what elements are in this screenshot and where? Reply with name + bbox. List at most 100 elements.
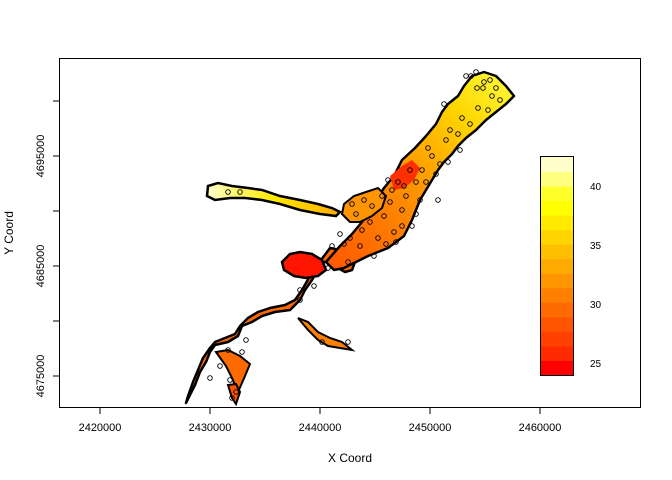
sample-point xyxy=(297,297,303,303)
small-bay xyxy=(214,348,252,395)
sample-point xyxy=(413,211,419,217)
x-tick-label-4: 2460000 xyxy=(519,422,562,434)
legend-swatch xyxy=(541,229,573,245)
sample-point xyxy=(423,179,429,185)
sample-point xyxy=(229,395,235,401)
west-embayment xyxy=(280,250,328,280)
legend-swatch xyxy=(541,360,573,376)
x-axis: 2420000 2430000 2440000 2450000 2460000 … xyxy=(79,407,562,465)
y-tick-label-0: 4695000 xyxy=(35,135,47,178)
sample-point xyxy=(443,137,449,143)
sample-point xyxy=(217,363,223,369)
legend-frame xyxy=(540,156,574,376)
sample-point xyxy=(441,101,447,107)
legend-swatch xyxy=(541,171,573,187)
sample-point xyxy=(407,167,413,173)
sample-point xyxy=(399,207,405,213)
sample-point xyxy=(467,121,473,127)
sample-point xyxy=(383,241,389,247)
sample-point xyxy=(349,201,355,207)
y-tick-label-2: 4675000 xyxy=(35,355,47,398)
sample-point xyxy=(325,265,331,271)
legend-swatch xyxy=(541,186,573,202)
sample-point xyxy=(367,219,373,225)
legend-label-30: 30 xyxy=(590,300,602,311)
sample-point xyxy=(425,145,431,151)
sample-point xyxy=(401,183,407,189)
sample-point xyxy=(393,239,399,245)
sample-points xyxy=(207,69,503,401)
sample-point xyxy=(403,193,409,199)
legend-swatch xyxy=(541,157,573,173)
legend-swatch xyxy=(541,331,573,347)
sample-point xyxy=(311,283,317,289)
y-axis: 4695000 4685000 4675000 Y Coord xyxy=(2,100,60,398)
legend-label-40: 40 xyxy=(590,182,602,193)
northwest-arm xyxy=(205,181,343,218)
x-tick-label-3: 2450000 xyxy=(409,422,452,434)
central-bay xyxy=(340,186,388,223)
legend-swatch xyxy=(541,316,573,332)
sample-point xyxy=(385,177,391,183)
sample-point xyxy=(475,105,481,111)
sample-point xyxy=(413,179,419,185)
legend-swatch xyxy=(541,287,573,303)
sample-point xyxy=(233,389,239,395)
south-tip xyxy=(226,382,242,407)
color-legend: 25 30 35 40 xyxy=(540,156,602,376)
sample-point xyxy=(345,339,351,345)
legend-swatch xyxy=(541,244,573,260)
sample-point xyxy=(409,223,415,229)
sample-point xyxy=(399,223,405,229)
legend-label-35: 35 xyxy=(590,241,602,252)
legend-swatch xyxy=(541,345,573,361)
sample-point xyxy=(455,131,461,137)
sample-point xyxy=(225,189,231,195)
sample-point xyxy=(243,337,249,343)
sample-point xyxy=(493,85,499,91)
sample-point xyxy=(468,73,474,79)
sample-point xyxy=(395,179,401,185)
sample-point xyxy=(480,85,486,91)
sample-point xyxy=(381,213,387,219)
side-inlet xyxy=(297,317,356,352)
sample-point xyxy=(391,229,397,235)
sample-point xyxy=(419,167,425,173)
sample-point xyxy=(361,197,367,203)
sample-point xyxy=(481,79,487,85)
legend-swatch xyxy=(541,273,573,289)
sample-point xyxy=(353,211,359,217)
sample-point xyxy=(447,127,453,133)
sample-point xyxy=(379,193,385,199)
sample-point xyxy=(463,73,469,79)
sample-point xyxy=(497,97,503,103)
sample-point xyxy=(337,231,343,237)
legend-swatch xyxy=(541,258,573,274)
x-tick-label-1: 2430000 xyxy=(189,422,232,434)
sample-point xyxy=(437,161,443,167)
x-tick-label-0: 2420000 xyxy=(79,422,122,434)
legend-swatch xyxy=(541,302,573,318)
legend-swatch xyxy=(541,200,573,216)
sample-point xyxy=(319,339,325,345)
sample-point xyxy=(329,243,335,249)
sample-point xyxy=(485,107,491,113)
sample-point xyxy=(389,187,395,193)
sample-point xyxy=(387,199,393,205)
sample-point xyxy=(369,203,375,209)
sample-point xyxy=(297,287,303,293)
estuary-map xyxy=(184,70,516,407)
sample-point xyxy=(357,243,363,249)
sample-point xyxy=(417,197,423,203)
sample-point xyxy=(341,241,347,247)
y-tick-label-1: 4685000 xyxy=(35,245,47,288)
sample-point xyxy=(227,377,233,383)
x-tick-label-2: 2440000 xyxy=(299,422,342,434)
sample-point xyxy=(371,253,377,259)
y-axis-title: Y Coord xyxy=(2,211,16,255)
sample-point xyxy=(489,93,495,99)
sample-point xyxy=(487,77,493,83)
legend-label-25: 25 xyxy=(590,359,602,370)
x-axis-title: X Coord xyxy=(328,451,372,465)
